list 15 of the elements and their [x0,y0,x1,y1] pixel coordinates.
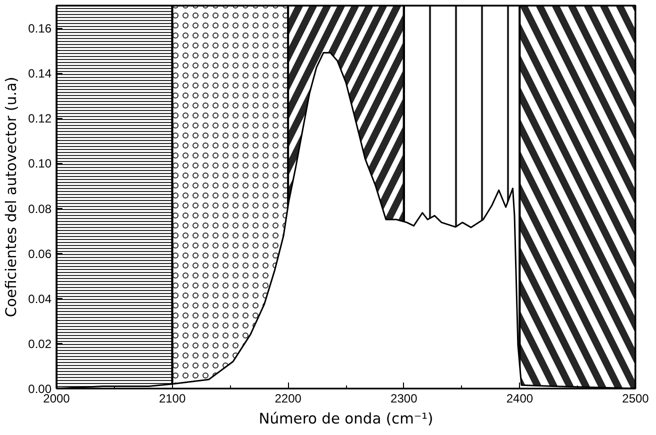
x-tick-label: 2300 [390,392,418,406]
x-tick-label: 2400 [506,392,534,406]
x-axis-title: Número de onda (cm⁻¹) [258,410,434,428]
y-tick-label: 0.14 [28,66,52,81]
y-tick-label: 0.08 [28,202,52,216]
y-axis-title: Coeficientes del autovector (u.a) [3,76,20,318]
y-tick-label: 0.04 [28,292,52,306]
y-tick-label: 0.10 [28,156,52,171]
x-tick-label: 2200 [274,392,302,406]
y-tick-label: 0.16 [28,22,52,36]
y-tick-label: 0.12 [28,112,52,126]
x-tick-label: 2500 [622,392,650,406]
x-tick-label: 2100 [158,392,186,406]
y-tick-label: 0.06 [28,246,52,261]
y-tick-label: 0.02 [28,336,52,351]
